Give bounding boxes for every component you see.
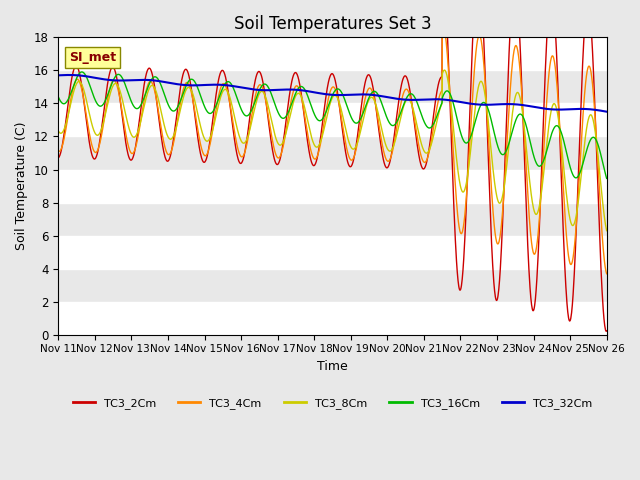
TC3_4Cm xyxy=(54,148,62,154)
TC3_16Cm xyxy=(490,127,497,132)
TC3_8Cm xyxy=(538,186,546,192)
TC3_32Cm xyxy=(54,72,62,78)
TC3_16Cm xyxy=(163,99,171,105)
TC3_2Cm xyxy=(417,163,425,169)
TC3_8Cm xyxy=(54,128,62,133)
Line: TC3_2Cm: TC3_2Cm xyxy=(58,0,607,331)
TC3_2Cm xyxy=(237,160,245,166)
TC3_4Cm xyxy=(163,150,171,156)
TC3_2Cm xyxy=(603,328,611,334)
Bar xyxy=(58,37,607,71)
TC3_16Cm xyxy=(78,69,86,75)
Bar xyxy=(58,301,607,335)
TC3_16Cm xyxy=(603,176,611,181)
Text: SI_met: SI_met xyxy=(69,51,116,64)
TC3_8Cm xyxy=(417,141,425,147)
TC3_32Cm xyxy=(603,109,611,115)
TC3_4Cm xyxy=(237,154,245,160)
TC3_2Cm xyxy=(54,155,62,161)
TC3_2Cm xyxy=(602,328,610,334)
TC3_32Cm xyxy=(177,82,184,87)
TC3_2Cm xyxy=(538,159,546,165)
TC3_32Cm xyxy=(418,97,426,103)
Line: TC3_16Cm: TC3_16Cm xyxy=(58,72,607,179)
TC3_2Cm xyxy=(163,158,171,164)
TC3_8Cm xyxy=(237,139,245,144)
TC3_4Cm xyxy=(490,214,497,219)
Legend: TC3_2Cm, TC3_4Cm, TC3_8Cm, TC3_16Cm, TC3_32Cm: TC3_2Cm, TC3_4Cm, TC3_8Cm, TC3_16Cm, TC3… xyxy=(68,394,596,414)
TC3_8Cm xyxy=(177,108,184,113)
TC3_4Cm xyxy=(603,271,611,276)
TC3_16Cm xyxy=(54,94,62,100)
TC3_16Cm xyxy=(177,97,184,103)
TC3_2Cm xyxy=(177,86,184,92)
TC3_8Cm xyxy=(490,170,497,176)
TC3_4Cm xyxy=(177,101,184,107)
TC3_32Cm xyxy=(538,106,546,111)
TC3_32Cm xyxy=(238,85,246,91)
Line: TC3_32Cm: TC3_32Cm xyxy=(58,75,607,112)
TC3_16Cm xyxy=(538,161,546,167)
TC3_32Cm xyxy=(163,80,171,85)
Y-axis label: Soil Temperature (C): Soil Temperature (C) xyxy=(15,122,28,250)
TC3_4Cm xyxy=(439,22,447,28)
TC3_2Cm xyxy=(490,275,497,280)
Title: Soil Temperatures Set 3: Soil Temperatures Set 3 xyxy=(234,15,431,33)
Bar xyxy=(58,103,607,136)
TC3_8Cm xyxy=(440,67,448,73)
TC3_32Cm xyxy=(65,72,73,78)
TC3_32Cm xyxy=(490,102,497,108)
X-axis label: Time: Time xyxy=(317,360,348,373)
Bar xyxy=(58,169,607,203)
TC3_4Cm xyxy=(538,179,546,184)
TC3_8Cm xyxy=(163,132,171,137)
TC3_8Cm xyxy=(603,228,611,234)
TC3_16Cm xyxy=(238,108,246,114)
TC3_4Cm xyxy=(417,154,425,160)
TC3_16Cm xyxy=(418,113,426,119)
Line: TC3_8Cm: TC3_8Cm xyxy=(58,70,607,231)
Line: TC3_4Cm: TC3_4Cm xyxy=(58,25,607,274)
Bar xyxy=(58,236,607,269)
